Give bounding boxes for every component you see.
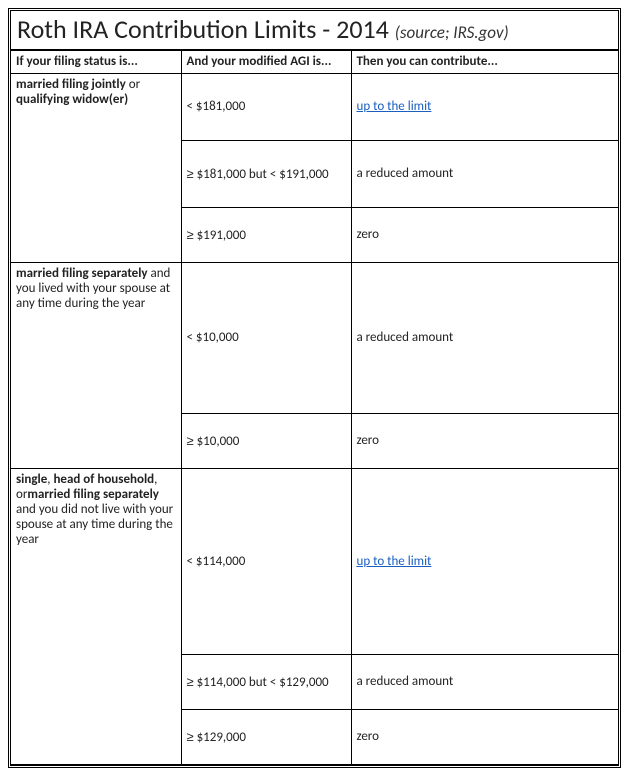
agi-cell: ≥ $191,000 <box>181 207 351 262</box>
contribute-cell: a reduced amount <box>351 140 618 207</box>
agi-cell: < $181,000 <box>181 73 351 140</box>
agi-cell: ≥ $129,000 <box>181 709 351 764</box>
status-bold: married filing jointly <box>16 77 126 92</box>
agi-value: $191,000 <box>194 228 246 243</box>
ge-symbol: ≥ <box>187 433 194 448</box>
agi-cell: ≥ $114,000 but < $129,000 <box>181 654 351 709</box>
header-contribute: Then you can contribute... <box>351 51 618 74</box>
contribute-cell: zero <box>351 207 618 262</box>
filing-status-cell: married filing separately and you lived … <box>11 262 181 468</box>
agi-value: $10,000 <box>194 434 240 449</box>
table-title: Roth IRA Contribution Limits - 2014 (sou… <box>11 11 618 50</box>
header-filing-status: If your filing status is... <box>11 51 181 74</box>
status-text: or <box>126 77 140 92</box>
up-to-limit-link[interactable]: up to the limit <box>357 99 432 114</box>
contribute-cell: a reduced amount <box>351 654 618 709</box>
agi-cell: ≥ $10,000 <box>181 413 351 468</box>
filing-status-cell: married filing jointly or qualifying wid… <box>11 73 181 262</box>
title-source-text: (source; IRS.gov) <box>395 22 509 43</box>
agi-value: $129,000 <box>194 730 246 745</box>
agi-value: $114,000 but < $129,000 <box>194 675 329 690</box>
agi-cell: < $10,000 <box>181 262 351 413</box>
title-main-text: Roth IRA Contribution Limits - 2014 <box>17 13 389 45</box>
status-bold: qualifying widow(er) <box>16 92 128 107</box>
header-modified-agi: And your modified AGI is... <box>181 51 351 74</box>
table-row: married filing jointly or qualifying wid… <box>11 73 618 140</box>
ge-symbol: ≥ <box>187 227 194 242</box>
up-to-limit-link[interactable]: up to the limit <box>357 554 432 569</box>
contribute-cell: zero <box>351 413 618 468</box>
contribute-cell: zero <box>351 709 618 764</box>
agi-cell: ≥ $181,000 but < $191,000 <box>181 140 351 207</box>
status-bold: single <box>16 472 47 487</box>
contribute-cell: up to the limit <box>351 73 618 140</box>
filing-status-cell: single, head of household, ormarried fil… <box>11 468 181 764</box>
contribute-cell: up to the limit <box>351 468 618 654</box>
table-header-row: If your filing status is... And your mod… <box>11 51 618 74</box>
limits-table: If your filing status is... And your mod… <box>11 50 618 765</box>
contribute-cell: a reduced amount <box>351 262 618 413</box>
table-row: married filing separately and you lived … <box>11 262 618 413</box>
ge-symbol: ≥ <box>187 674 194 689</box>
status-bold: married filing separately <box>27 487 159 502</box>
status-text: and you did not live with your spouse at… <box>16 502 173 547</box>
contribution-limits-table-container: Roth IRA Contribution Limits - 2014 (sou… <box>8 8 621 768</box>
status-bold: head of household <box>53 472 154 487</box>
status-bold: married filing separately <box>16 266 148 281</box>
ge-symbol: ≥ <box>187 729 194 744</box>
agi-cell: < $114,000 <box>181 468 351 654</box>
agi-value: $181,000 but < $191,000 <box>194 167 329 182</box>
ge-symbol: ≥ <box>187 166 194 181</box>
table-row: single, head of household, ormarried fil… <box>11 468 618 654</box>
